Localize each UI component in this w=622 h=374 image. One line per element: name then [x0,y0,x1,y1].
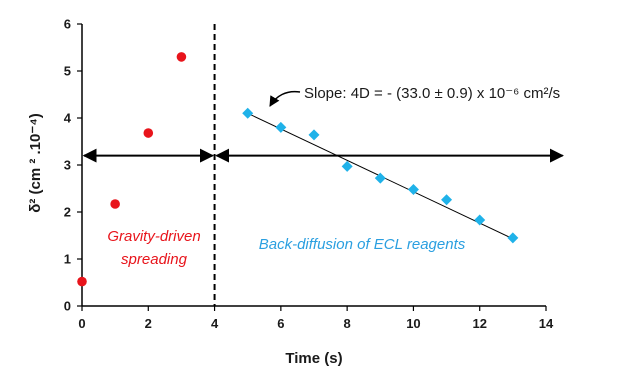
data-points [77,52,519,287]
y-tick-label: 4 [64,111,72,126]
region-label-gravity: Gravity-driven [107,228,200,245]
data-point-circle [176,52,187,62]
y-tick-label: 1 [64,252,71,267]
x-tick-label: 10 [406,316,420,331]
data-point-diamond [407,183,419,195]
x-tick-label: 2 [145,316,152,331]
data-point-diamond [441,194,453,206]
region-guides [82,24,564,306]
y-axis-title: δ² (cm ² .10⁻⁴) [27,113,44,212]
y-tick-label: 0 [64,299,71,314]
x-tick-label: 6 [277,316,284,331]
y-tick-label: 3 [64,158,71,173]
data-point-diamond [474,214,486,226]
data-point-circle [110,199,120,209]
x-tick-label: 4 [211,316,219,331]
x-axis-ticks: 0 2 4 6 8 10 12 14 [78,306,554,331]
y-tick-label: 5 [64,64,71,79]
data-point-diamond [242,107,254,119]
y-axis-ticks: 0 1 2 3 4 5 6 [64,17,82,314]
data-point-diamond [275,121,287,133]
x-tick-label: 0 [78,316,85,331]
data-point-diamond [341,160,353,172]
x-tick-label: 12 [472,316,486,331]
x-tick-label: 14 [539,316,554,331]
slope-callout-arrow [269,90,301,107]
slope-annotation: Slope: 4D = - (33.0 ± 0.9) x 10⁻⁶ cm²/s [304,85,560,102]
region-label-spreading: spreading [121,251,188,268]
x-axis-title: Time (s) [285,350,342,367]
y-tick-label: 2 [64,205,71,220]
data-point-circle [143,128,154,138]
region-label-back-diffusion: Back-diffusion of ECL reagents [259,236,466,253]
y-tick-label: 6 [64,17,71,32]
data-point-circle [77,276,87,287]
x-tick-label: 8 [344,316,351,331]
data-point-diamond [308,129,320,141]
data-point-diamond [507,232,519,244]
data-point-diamond [374,172,386,184]
